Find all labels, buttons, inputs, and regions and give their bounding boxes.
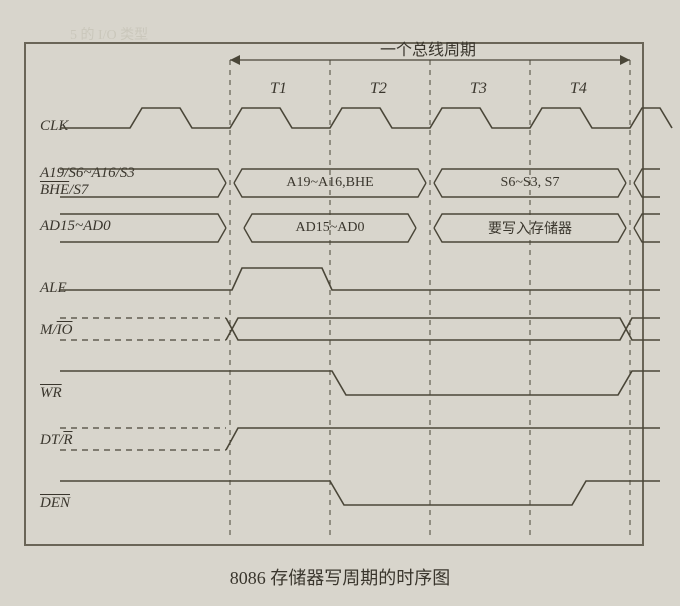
bus-segment-text: 要写入存储器 — [488, 218, 572, 238]
bus-segment-text: AD15~AD0 — [295, 220, 364, 236]
waveforms — [0, 0, 680, 606]
bus-segment-text: A19~A16,BHE — [286, 175, 373, 191]
figure-caption: 8086 存储器写周期的时序图 — [0, 564, 680, 590]
bus-segment-text: S6~S3, S7 — [501, 175, 560, 191]
